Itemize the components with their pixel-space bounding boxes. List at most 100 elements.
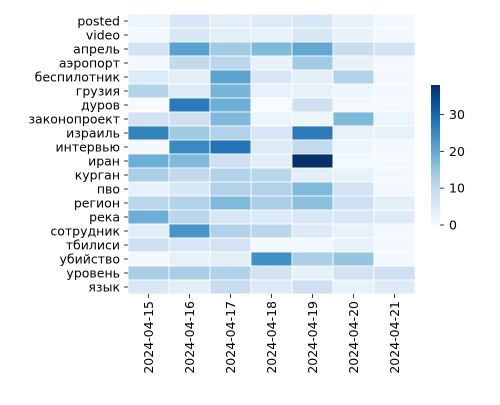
row-label: сотрудник <box>50 224 120 239</box>
heatmap-cell <box>168 83 211 99</box>
row-label: беспилотник <box>35 70 121 85</box>
heatmap-cell <box>168 97 211 113</box>
heatmap-cell <box>291 55 334 71</box>
heatmap-cell <box>332 251 375 267</box>
row-label: израиль <box>66 126 120 141</box>
heatmap-cell <box>168 223 211 239</box>
heatmap-cells <box>127 13 416 295</box>
heatmap-cell <box>332 181 375 197</box>
heatmap-cell <box>127 139 170 155</box>
heatmap-cell <box>127 251 170 267</box>
heatmap-cell <box>168 279 211 295</box>
row-label: аэропорт <box>59 56 120 71</box>
row-label: грузия <box>76 84 120 99</box>
heatmap-cell <box>373 125 416 141</box>
heatmap-cell <box>291 251 334 267</box>
heatmap-cell <box>127 27 170 43</box>
heatmap-cell <box>209 83 252 99</box>
heatmap-cell <box>373 41 416 57</box>
heatmap-cell <box>250 125 293 141</box>
heatmap-cell <box>291 181 334 197</box>
heatmap-cell <box>373 251 416 267</box>
heatmap-cell <box>332 55 375 71</box>
heatmap-cell <box>373 97 416 113</box>
heatmap-cell <box>250 153 293 169</box>
heatmap-cell <box>209 27 252 43</box>
heatmap-cell <box>373 27 416 43</box>
heatmap-cell <box>168 265 211 281</box>
heatmap-cell <box>332 209 375 225</box>
colorbar: 0 10 20 30 <box>431 85 465 233</box>
heatmap-cell <box>168 69 211 85</box>
row-label: регион <box>74 196 120 211</box>
heatmap-cell <box>332 223 375 239</box>
heatmap-cell <box>250 41 293 57</box>
row-label: апрель <box>73 42 120 57</box>
heatmap-cell <box>127 41 170 57</box>
heatmap-cell <box>168 125 211 141</box>
heatmap-cell <box>127 195 170 211</box>
heatmap-cell <box>250 237 293 253</box>
heatmap-cell <box>127 55 170 71</box>
row-label: убийство <box>59 252 120 267</box>
heatmap-cell <box>209 279 252 295</box>
heatmap-cell <box>209 97 252 113</box>
heatmap-cell <box>209 69 252 85</box>
heatmap-cell <box>250 279 293 295</box>
heatmap-cell <box>209 265 252 281</box>
heatmap-cell <box>373 139 416 155</box>
heatmap-cell <box>209 167 252 183</box>
row-label: курган <box>75 168 120 183</box>
heatmap-cell <box>332 237 375 253</box>
colorbar-tick-label: 10 <box>449 181 465 196</box>
heatmap-cell <box>168 153 211 169</box>
heatmap-cell <box>209 223 252 239</box>
heatmap-cell <box>250 251 293 267</box>
heatmap-cell <box>291 41 334 57</box>
heatmap-cell <box>373 223 416 239</box>
heatmap-cell <box>127 181 170 197</box>
heatmap-cell <box>127 209 170 225</box>
heatmap-cell <box>168 55 211 71</box>
heatmap-cell <box>373 167 416 183</box>
heatmap-cell <box>373 279 416 295</box>
row-label: интервью <box>56 140 120 155</box>
colorbar-tick-label: 0 <box>449 218 457 233</box>
heatmap-cell <box>291 279 334 295</box>
column-label: 2024-04-19 <box>305 301 320 374</box>
heatmap-cell <box>168 167 211 183</box>
heatmap-cell <box>250 69 293 85</box>
heatmap-cell <box>209 209 252 225</box>
heatmap-cell <box>332 167 375 183</box>
heatmap-cell <box>250 181 293 197</box>
heatmap-cell <box>332 83 375 99</box>
heatmap-cell <box>250 83 293 99</box>
heatmap-cell <box>373 55 416 71</box>
heatmap-cell <box>209 55 252 71</box>
column-label: 2024-04-15 <box>141 301 156 374</box>
heatmap-cell <box>332 195 375 211</box>
heatmap-cell <box>291 27 334 43</box>
heatmap-cell <box>291 167 334 183</box>
heatmap-cell <box>250 223 293 239</box>
heatmap-cell <box>250 55 293 71</box>
heatmap-cell <box>168 111 211 127</box>
heatmap-cell <box>168 237 211 253</box>
heatmap-cell <box>291 83 334 99</box>
heatmap-cell <box>250 195 293 211</box>
heatmap-cell <box>291 69 334 85</box>
heatmap-cell <box>209 237 252 253</box>
colorbar-tick-label: 30 <box>449 107 465 122</box>
heatmap-cell <box>127 279 170 295</box>
heatmap-cell <box>127 153 170 169</box>
heatmap-cell <box>250 209 293 225</box>
heatmap-cell <box>127 125 170 141</box>
heatmap-cell <box>373 195 416 211</box>
heatmap-cell <box>291 153 334 169</box>
heatmap-cell <box>373 209 416 225</box>
heatmap-cell <box>168 27 211 43</box>
heatmap-cell <box>332 97 375 113</box>
heatmap-cell <box>168 195 211 211</box>
